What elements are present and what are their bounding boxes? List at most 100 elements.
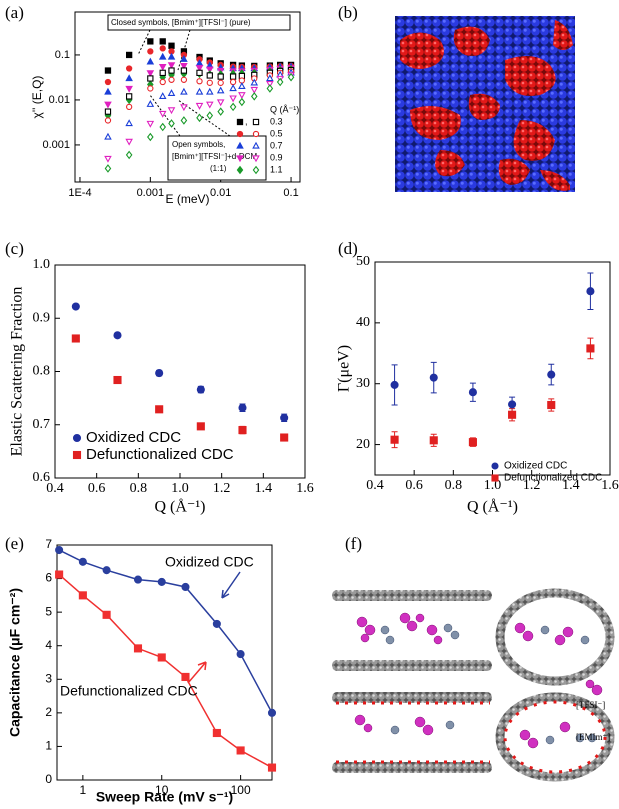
data-point bbox=[168, 67, 175, 74]
data-point bbox=[212, 728, 221, 738]
data-point bbox=[155, 405, 164, 414]
data-point bbox=[168, 42, 175, 49]
data-point bbox=[217, 79, 224, 86]
legend-marker bbox=[236, 165, 244, 175]
y-tick-label: 3 bbox=[45, 671, 52, 685]
legend-label: 0.7 bbox=[270, 140, 283, 150]
data-point bbox=[206, 66, 214, 74]
series-label: Oxidized CDC bbox=[165, 554, 254, 570]
data-point bbox=[276, 77, 284, 87]
annotation: [Bmim⁺][TFSI⁻]+d-DCM bbox=[172, 152, 257, 161]
x-tick-label: 1 bbox=[80, 783, 87, 797]
data-point bbox=[180, 67, 188, 74]
data-point bbox=[125, 65, 133, 72]
cylinder-wall bbox=[495, 692, 615, 782]
data-point bbox=[196, 385, 205, 394]
tfsi-ion bbox=[354, 612, 603, 749]
data-point bbox=[147, 48, 154, 55]
legend-marker bbox=[491, 462, 499, 470]
data-point bbox=[267, 708, 277, 717]
data-point bbox=[206, 87, 214, 95]
data-point bbox=[71, 302, 80, 311]
data-point bbox=[250, 78, 259, 86]
data-point bbox=[158, 110, 167, 118]
legend-marker bbox=[236, 141, 244, 149]
data-point bbox=[236, 746, 245, 755]
data-point bbox=[216, 86, 225, 94]
data-point bbox=[195, 87, 204, 95]
data-point bbox=[104, 108, 112, 115]
data-point bbox=[206, 79, 213, 86]
x-tick-label: 100 bbox=[231, 783, 251, 797]
data-point bbox=[229, 95, 237, 103]
panel: (c)0.4 0.6 0.8 1.0 1.2 1.4 1.60.60.70.80.91.0Q… bbox=[5, 239, 314, 516]
data-point bbox=[238, 426, 247, 435]
x-tick-label: 1.6 bbox=[601, 478, 619, 493]
data-point bbox=[586, 344, 595, 353]
data-point bbox=[468, 438, 477, 447]
data-point bbox=[147, 85, 154, 92]
data-point bbox=[167, 52, 176, 60]
y-tick-label: 0.1 bbox=[55, 49, 70, 61]
legend-label: Defunctionalized CDC bbox=[504, 473, 602, 484]
data-point bbox=[429, 373, 438, 382]
red-domain bbox=[400, 20, 573, 191]
y-tick-label: 2 bbox=[45, 705, 52, 719]
legend-label: 1.1 bbox=[270, 164, 283, 174]
data-point bbox=[147, 132, 154, 142]
y-axis-label: Γ(μeV) bbox=[336, 345, 353, 392]
x-axis-label: Q (Å⁻¹) bbox=[154, 498, 205, 516]
data-point bbox=[206, 72, 213, 79]
data-point bbox=[180, 104, 188, 112]
data-point bbox=[146, 100, 155, 107]
panel-label: (f) bbox=[345, 534, 362, 553]
data-point bbox=[547, 400, 556, 410]
panel-label: (e) bbox=[5, 534, 24, 553]
legend-label: 0.5 bbox=[270, 128, 283, 138]
data-point bbox=[180, 76, 188, 83]
x-tick-label: 1.6 bbox=[296, 481, 314, 496]
data-point bbox=[146, 57, 155, 65]
legend-label: Defunctionalized CDC bbox=[86, 446, 234, 463]
data-point bbox=[157, 577, 166, 586]
y-tick-label: 30 bbox=[356, 376, 370, 391]
legend-title: Q (Å⁻¹) bbox=[270, 104, 299, 114]
legend-marker bbox=[491, 474, 499, 482]
data-point bbox=[113, 331, 122, 340]
data-point bbox=[125, 150, 133, 160]
legend-marker bbox=[252, 141, 260, 149]
plot-frame bbox=[374, 261, 611, 476]
data-point bbox=[159, 78, 166, 86]
data-point bbox=[104, 164, 112, 173]
plot-frame bbox=[74, 11, 301, 183]
annotation: Closed symbols, [Bmim⁺][TFSI⁻] (pure) bbox=[111, 18, 251, 27]
annotation: Open symbols, bbox=[172, 140, 225, 149]
data-point bbox=[102, 566, 111, 575]
panel: (a) 1E-4 0.001 0.01 0.1 0.001 0.01 0.1 E (meV) χ'… bbox=[5, 3, 301, 206]
data-point bbox=[147, 38, 154, 45]
x-tick-label: 1.4 bbox=[562, 478, 580, 493]
data-point bbox=[125, 119, 133, 127]
data-point bbox=[217, 107, 224, 116]
data-point bbox=[180, 55, 188, 62]
data-point bbox=[125, 138, 133, 146]
data-point bbox=[390, 435, 399, 444]
data-point bbox=[147, 75, 154, 82]
data-point bbox=[180, 116, 188, 125]
x-axis-label: Sweep Rate (mV s⁻¹) bbox=[96, 789, 233, 805]
data-point bbox=[236, 650, 245, 659]
legend-marker bbox=[236, 155, 244, 163]
legend-marker bbox=[72, 433, 82, 443]
x-tick-label: 1.2 bbox=[213, 481, 231, 496]
y-tick-label: 20 bbox=[356, 437, 370, 452]
data-point bbox=[125, 93, 133, 100]
slit-wall bbox=[332, 590, 492, 601]
pore-schematic bbox=[332, 588, 615, 782]
panel-label: (c) bbox=[5, 239, 24, 258]
data-point bbox=[196, 69, 203, 76]
data-point bbox=[195, 65, 204, 72]
y-tick-label: 4 bbox=[45, 638, 52, 652]
x-tick-label: 0.4 bbox=[46, 481, 64, 496]
data-point bbox=[125, 74, 133, 82]
annotation: (1:1) bbox=[210, 164, 227, 173]
